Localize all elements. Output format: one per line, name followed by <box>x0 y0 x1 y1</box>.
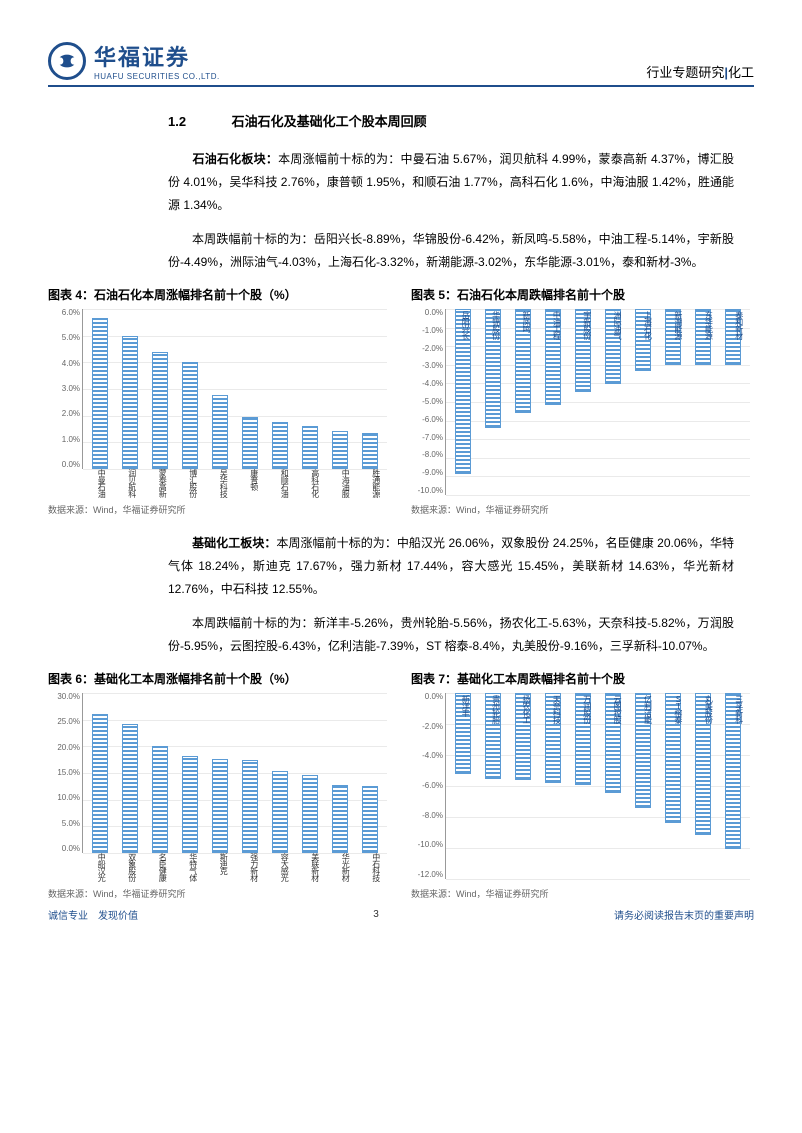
footer-right: 请务必阅读报告末页的重要声明 <box>614 907 754 922</box>
footer-page-number: 3 <box>373 909 379 920</box>
chart-4-source: 数据来源：Wind，华福证券研究所 <box>48 503 391 516</box>
section-heading: 1.2 石油石化及基础化工个股本周回顾 <box>168 111 754 130</box>
paragraph-3: 基础化工板块：本周涨幅前十标的为：中船汉光 26.06%，双象股份 24.25%… <box>168 532 734 600</box>
chart-6: 图表 6：基础化工本周涨幅排名前十个股（%） 30.0%25.0%20.0%15… <box>48 670 391 900</box>
page-header: 华福证券 HUAFU SECURITIES CO.,LTD. 行业专题研究|化工 <box>48 40 754 87</box>
section-title: 石油石化及基础化工个股本周回顾 <box>232 114 427 129</box>
chart-4-title: 图表 4：石油石化本周涨幅排名前十个股（%） <box>48 286 391 303</box>
logo: 华福证券 HUAFU SECURITIES CO.,LTD. <box>48 40 220 81</box>
chart-5: 图表 5：石油石化本周跌幅排名前十个股 0.0%-1.0%-2.0%-3.0%-… <box>411 286 754 516</box>
logo-text-en: HUAFU SECURITIES CO.,LTD. <box>94 72 220 81</box>
paragraph-2: 本周跌幅前十标的为：岳阳兴长-8.89%，华锦股份-6.42%，新凤鸣-5.58… <box>168 228 734 274</box>
header-category-suffix: 化工 <box>728 65 754 80</box>
page-footer: 诚信专业 发现价值 3 请务必阅读报告末页的重要声明 <box>48 907 754 922</box>
chart-6-title: 图表 6：基础化工本周涨幅排名前十个股（%） <box>48 670 391 687</box>
chart-7: 图表 7：基础化工本周跌幅排名前十个股 0.0%-2.0%-4.0%-6.0%-… <box>411 670 754 900</box>
chart-4: 图表 4：石油石化本周涨幅排名前十个股（%） 6.0%5.0%4.0%3.0%2… <box>48 286 391 516</box>
chart-5-title: 图表 5：石油石化本周跌幅排名前十个股 <box>411 286 754 303</box>
header-category-prefix: 行业专题研究 <box>646 65 724 80</box>
chart-7-source: 数据来源：Wind，华福证券研究所 <box>411 887 754 900</box>
chart-5-source: 数据来源：Wind，华福证券研究所 <box>411 503 754 516</box>
paragraph-1: 石油石化板块：石油石化板块：本周涨幅前十标的为：中曼石油 5.67%，润贝航科 … <box>168 148 734 216</box>
footer-left: 诚信专业 发现价值 <box>48 907 138 922</box>
chart-6-source: 数据来源：Wind，华福证券研究所 <box>48 887 391 900</box>
logo-icon <box>48 42 86 80</box>
header-category: 行业专题研究|化工 <box>646 62 754 81</box>
section-number: 1.2 <box>168 114 228 129</box>
logo-text-cn: 华福证券 <box>94 40 220 72</box>
paragraph-4: 本周跌幅前十标的为：新洋丰-5.26%，贵州轮胎-5.56%，扬农化工-5.63… <box>168 612 734 658</box>
chart-7-title: 图表 7：基础化工本周跌幅排名前十个股 <box>411 670 754 687</box>
